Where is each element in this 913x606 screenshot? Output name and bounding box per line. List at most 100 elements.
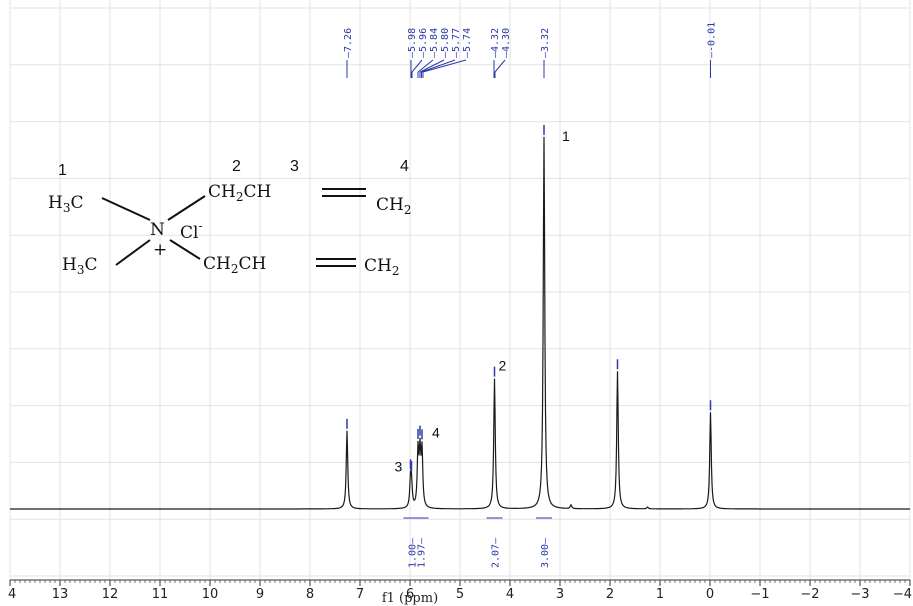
methyl-bottom-sub: 3 [77, 263, 85, 277]
spectrum-trace [10, 136, 910, 510]
bond-methyl-bottom [115, 239, 151, 266]
structure-label-1: 1 [58, 162, 67, 179]
chloride: Cl- [180, 219, 203, 243]
x-axis-title: f1 (ppm) [382, 591, 438, 606]
allyl-top-end-sub: 2 [404, 203, 412, 217]
peak-label-text-5: —5.77 [451, 28, 462, 58]
peak-labels: —7.26 —5.98 —5.96 —5.84 —5.80 —5.77 —5.74 —4.32… [343, 22, 718, 78]
x-tick-label-13: 1 [656, 587, 664, 602]
structure-label-4: 4 [400, 158, 409, 175]
assignments: 1 2 3 4 [395, 128, 571, 474]
peak-label-0: —7.26 [343, 28, 354, 78]
allyl-bottom-end-sub: 2 [392, 264, 400, 278]
methyl-top-h: H [48, 193, 63, 213]
structure-label-2: 2 [232, 158, 241, 175]
bond-methyl-top [101, 197, 151, 221]
allyl-bottom-ch2-sub: 2 [231, 262, 239, 276]
peak-label-2: —5.96 [411, 28, 429, 78]
allyl-bottom-chain: CH2CH [203, 254, 266, 276]
chloride-symbol: Cl [180, 223, 198, 243]
x-tick-label-8: 6 [406, 587, 414, 602]
peak-label-1: —5.98 [407, 28, 418, 78]
peak-label-text-1: —5.98 [407, 28, 418, 58]
peak-label-leader-8 [494, 59, 506, 73]
x-tick-label-2: 12 [102, 587, 119, 602]
x-tick-label-4: 10 [202, 587, 219, 602]
peak-label-leader-5 [421, 59, 456, 73]
allyl-top-terminal: CH2 [376, 195, 411, 217]
assignment-label-3: 4 [432, 425, 440, 441]
x-tick-label-10: 4 [506, 587, 514, 602]
allyl-bottom-terminal: CH2 [364, 256, 399, 278]
x-tick-label-18: −4 [893, 587, 912, 602]
peak-label-7: —4.32 [490, 28, 501, 78]
methyl-top-c: C [70, 193, 83, 213]
peak-label-text-2: —5.96 [418, 28, 429, 58]
methyl-top-sub: 3 [63, 201, 71, 215]
peak-label-3: —5.84 [417, 28, 440, 78]
peak-label-leader-6 [422, 59, 467, 73]
nitrogen: N [150, 220, 165, 240]
structure-label-3: 3 [290, 158, 299, 175]
integral-3: 3.00— [536, 517, 552, 568]
x-tick-label-16: −2 [800, 587, 819, 602]
integral-text-0: 1.00— [408, 537, 419, 568]
chemical-structure: 1 2 3 4 H3C H3C N + Cl- CH2CH CH2 CH2CH [48, 158, 411, 278]
spectrum-layer [10, 136, 910, 510]
allyl-top-chain: CH2CH [208, 182, 271, 204]
x-tick-label-15: −1 [750, 587, 769, 602]
integrals: 1.00—1.97— 2.07— 3.00— [403, 517, 552, 568]
allyl-bottom-ch: CH [238, 254, 266, 274]
methyl-top: H3C [48, 193, 83, 215]
peak-label-text-6: —5.74 [462, 28, 473, 58]
peak-label-5: —5.77 [421, 28, 462, 78]
peak-label-text-10: —-0.01 [707, 22, 718, 58]
methyl-bottom: H3C [62, 255, 97, 277]
peak-label-6: —5.74 [422, 28, 473, 78]
x-tick-label-5: 9 [256, 587, 264, 602]
x-tick-label-11: 3 [556, 587, 564, 602]
x-tick-label-3: 11 [152, 587, 169, 602]
peak-label-text-8: —4.30 [501, 28, 512, 58]
peak-label-8: —4.30 [494, 28, 512, 78]
ammonium-charge: + [153, 240, 167, 260]
peak-label-leader-3 [417, 59, 434, 73]
allyl-top-ch2: CH [208, 182, 236, 202]
bond-allyl-top [167, 195, 206, 221]
peak-label-text-9: —3.32 [540, 28, 551, 58]
grid-lines [9, 0, 911, 580]
x-tick-label-17: −3 [850, 587, 869, 602]
peak-label-text-4: —5.80 [440, 28, 451, 58]
allyl-top-end: CH [376, 195, 404, 215]
x-tick-label-9: 5 [456, 587, 464, 602]
peak-label-leader-4 [419, 59, 445, 73]
peak-label-4: —5.80 [419, 28, 451, 78]
assignment-label-1: 2 [499, 358, 507, 374]
allyl-top-ch: CH [243, 182, 271, 202]
integral-text-2: 2.07— [491, 537, 502, 568]
integral-2: 2.07— [486, 517, 503, 568]
peak-label-text-7: —4.32 [490, 28, 501, 58]
peak-label-9: —3.32 [540, 28, 551, 78]
x-axis-ticks: 4 13 12 11 10 9 8 7 6 5 4 3 2 1 0 −1 −2 −3 −4 [8, 580, 912, 602]
methyl-bottom-h: H [62, 255, 77, 275]
peak-label-text-3: —5.84 [429, 28, 440, 58]
assignment-label-2: 3 [395, 458, 403, 474]
x-tick-label-0: 4 [8, 587, 16, 602]
integral-text-1: 1.97— [417, 537, 428, 568]
bond-allyl-bottom [169, 239, 201, 260]
x-tick-label-7: 7 [356, 587, 364, 602]
methyl-bottom-c: C [84, 255, 97, 275]
peak-label-text-0: —7.26 [343, 28, 354, 58]
peak-markers [346, 124, 712, 471]
x-tick-label-14: 0 [706, 587, 714, 602]
chloride-charge: - [198, 219, 202, 233]
integral-1: 1.97— [412, 517, 429, 568]
allyl-bottom-end: CH [364, 256, 392, 276]
allyl-bottom-ch2: CH [203, 254, 231, 274]
x-tick-label-12: 2 [606, 587, 614, 602]
allyl-top-ch2-sub: 2 [236, 190, 244, 204]
x-tick-label-6: 8 [306, 587, 314, 602]
